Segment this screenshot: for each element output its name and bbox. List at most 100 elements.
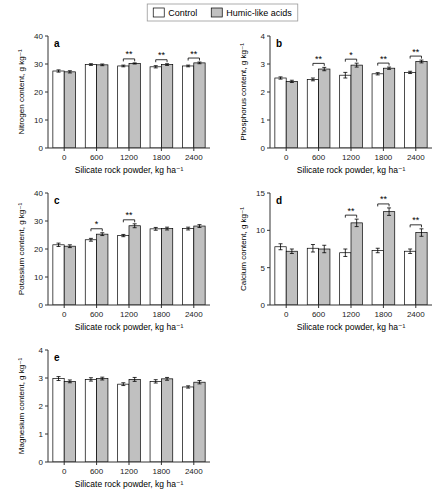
error-bar [89,378,93,381]
bar [351,223,362,305]
y-tick-label: 40 [34,189,43,198]
bar [64,72,75,148]
bar [161,229,172,305]
y-tick-label: 4 [39,346,44,355]
error-bar [100,233,104,236]
error-bar [133,224,137,228]
panel: *******012340600120018002400Silicate roc… [239,32,432,175]
legend-swatch [211,8,222,17]
x-tick-label: 1200 [342,310,360,319]
error-bar [165,377,169,380]
x-axis-label: Silicate rock powder, kg ha⁻¹ [75,165,184,175]
y-tick-label: 0 [39,144,44,153]
y-tick [45,406,48,407]
error-bar [186,65,190,67]
error-bar [100,377,104,380]
bar [319,249,330,305]
bar [118,384,129,462]
error-bar [343,72,347,78]
panel: ******0102030400600120018002400Silicate … [17,32,210,175]
y-axis-label: Magnesium content, g kg⁻¹ [17,358,26,455]
bar [64,381,75,462]
x-axis-label: Silicate rock powder, kg ha⁻¹ [75,322,184,332]
y-tick [45,249,48,250]
x-tick [193,462,194,465]
legend-label: Humic-like acids [226,8,292,18]
y-axis-label: Phosphorus content, g kg⁻¹ [239,43,248,141]
panel-label: e [54,352,60,363]
bar [182,229,193,305]
legend-frame [147,4,298,21]
y-tick-label: 10 [256,226,265,235]
y-tick [45,305,48,306]
x-tick [129,148,130,151]
x-tick [96,305,97,308]
x-tick-label: 600 [90,310,104,319]
bar [275,247,286,305]
y-axis-label: Nitrogen content, g kg⁻¹ [17,49,26,134]
significance-label: ** [190,49,198,59]
significance-label: ** [125,210,133,220]
y-tick [267,36,270,37]
y-tick [267,193,270,194]
x-tick-label: 2400 [407,310,425,319]
x-tick [286,148,287,151]
bar [161,379,172,462]
x-tick [351,148,352,151]
bar [118,66,129,148]
error-bar [419,229,423,236]
panel-label: d [276,195,282,206]
x-axis-label: Silicate rock powder, kg ha⁻¹ [297,165,406,175]
x-axis-label: Silicate rock powder, kg ha⁻¹ [297,322,406,332]
error-bar [133,377,137,381]
x-tick-label: 1800 [375,153,393,162]
bar [275,78,286,148]
error-bar [68,245,72,248]
x-tick [161,148,162,151]
x-axis-label: Silicate rock powder, kg ha⁻¹ [75,479,184,489]
x-tick-label: 0 [62,310,67,319]
y-axis-label: Calcium content, g kg⁻¹ [239,207,248,291]
bars [53,377,205,462]
chart: ******0102030400600120018002400Silicate … [0,0,445,500]
error-bar [387,208,391,215]
bar [85,240,96,305]
x-tick [129,305,130,308]
bar [97,379,108,462]
error-bar [121,383,125,386]
y-tick-label: 4 [261,32,266,41]
x-tick [64,305,65,308]
x-tick [318,148,319,151]
y-tick [45,64,48,65]
y-tick-label: 2 [261,88,266,97]
x-tick-label: 2400 [185,310,203,319]
bars [53,224,205,305]
y-tick [45,92,48,93]
x-tick [193,148,194,151]
y-tick [45,120,48,121]
y-tick-label: 1 [261,116,266,125]
x-tick [415,305,416,308]
error-bar [343,249,347,256]
x-tick-label: 600 [312,153,326,162]
significance-label: ** [412,215,420,225]
legend: Control Humic-like acids [147,4,298,21]
significance-label: * [349,50,353,60]
legend-label: Control [168,8,197,18]
legend-swatch [153,8,164,17]
x-tick-label: 0 [284,153,289,162]
bars [53,62,205,148]
error-bar [311,78,315,81]
panel-label: c [54,195,60,206]
panel: ***0102030400600120018002400Silicate roc… [17,189,210,332]
panel-label: b [276,38,282,49]
panel: 012340600120018002400Silicate rock powde… [17,346,210,489]
significance-label: ** [412,47,420,57]
error-bar [290,249,294,253]
error-bar [57,377,61,381]
error-bar [57,243,61,246]
y-axis-label: Potassium content, g kg⁻¹ [17,203,26,296]
bar [340,75,351,148]
y-tick-label: 0 [39,301,44,310]
x-tick-label: 1800 [375,310,393,319]
